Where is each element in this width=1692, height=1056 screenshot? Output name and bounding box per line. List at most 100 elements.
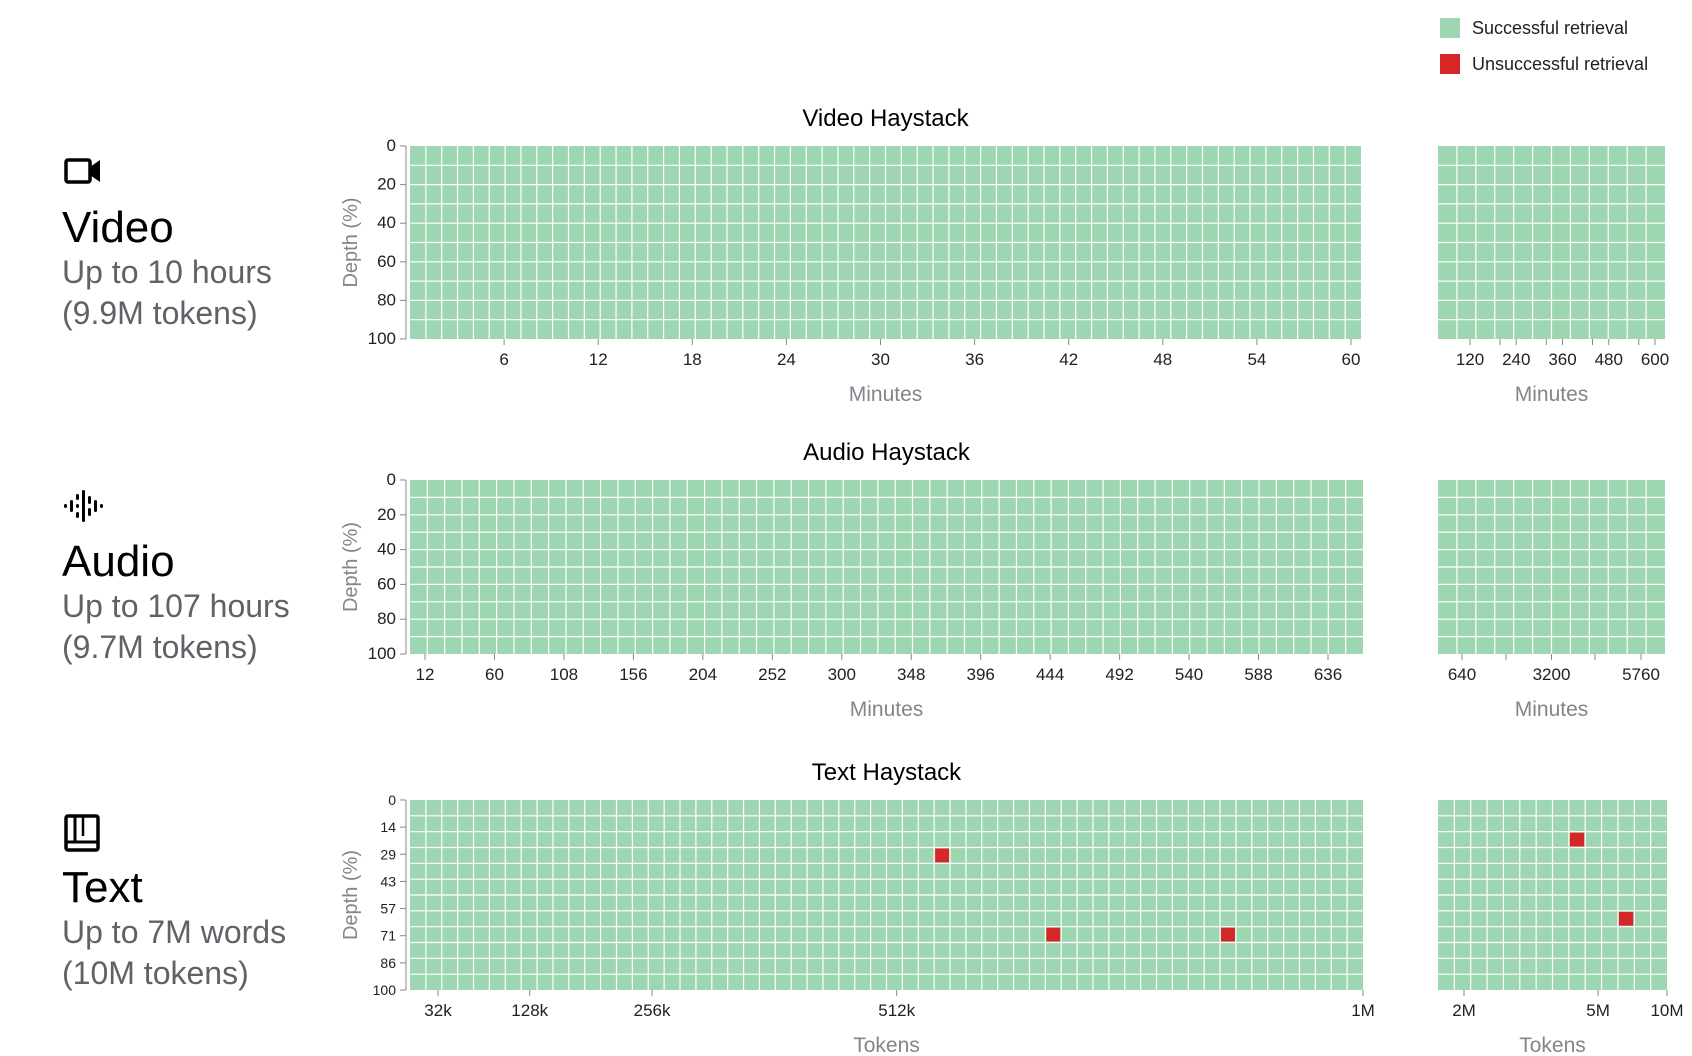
failure-cell	[1618, 911, 1634, 926]
x-axis-label: Minutes	[1515, 383, 1589, 406]
y-tick-label: 20	[377, 505, 396, 524]
x-tick-label: 42	[1059, 350, 1078, 369]
x-axis-label: Minutes	[849, 383, 923, 406]
video-row-info: Video Up to 10 hours (9.9M tokens)	[62, 152, 272, 334]
x-tick-label: 5M	[1586, 1001, 1610, 1020]
x-tick-label: 1M	[1351, 1001, 1375, 1020]
row-description: Up to 107 hours	[62, 588, 290, 624]
x-tick-label: 60	[1342, 350, 1361, 369]
y-tick-label: 43	[380, 873, 396, 889]
y-tick-label: 60	[377, 252, 396, 271]
legend-label-fail: Unsuccessful retrieval	[1472, 53, 1649, 74]
x-axis-label: Tokens	[853, 1034, 920, 1056]
y-tick-label: 80	[377, 609, 396, 628]
x-tick-label: 5760	[1622, 665, 1660, 684]
x-tick-label: 24	[777, 350, 796, 369]
heatmap-panel: Text Haystack 0 14 29 43 57 71 86 100 Depth (%) 32…	[340, 759, 1375, 1056]
failure-cell	[1046, 927, 1061, 942]
x-tick-label: 636	[1314, 665, 1342, 684]
row-description: Up to 10 hours	[62, 254, 272, 290]
x-tick-label: 256k	[634, 1001, 671, 1020]
x-tick-label: 640	[1448, 665, 1476, 684]
row-name: Audio	[62, 537, 175, 586]
x-axis-label: Tokens	[1519, 1034, 1586, 1056]
x-tick-label: 480	[1595, 350, 1623, 369]
x-tick-label: 54	[1247, 350, 1266, 369]
y-tick-label: 100	[368, 329, 396, 348]
x-tick-label: 396	[967, 665, 995, 684]
y-axis-label: Depth (%)	[340, 850, 362, 940]
y-tick-label: 60	[377, 574, 396, 593]
x-tick-label: 30	[871, 350, 890, 369]
y-tick-label: 0	[387, 470, 396, 489]
legend-label-success: Successful retrieval	[1472, 17, 1629, 38]
fail-swatch	[1440, 54, 1460, 74]
success-swatch	[1440, 18, 1460, 38]
audio-waveform-icon	[64, 490, 103, 522]
x-tick-label: 120	[1456, 350, 1484, 369]
heatmap-panel: Video Haystack 0 20 40 60 80 100 Depth (%) 6 12 18…	[340, 105, 1361, 406]
x-tick-label: 32k	[424, 1001, 452, 1020]
y-axis-label: Depth (%)	[340, 197, 362, 287]
y-tick-label: 57	[380, 901, 396, 917]
heatmap-panel: Audio Haystack 0 20 40 60 80 100 Depth (%) 12 60 1…	[340, 439, 1363, 721]
x-tick-label: 108	[550, 665, 578, 684]
x-axis-label: Minutes	[1515, 698, 1589, 721]
chart-title: Text Haystack	[812, 759, 962, 786]
x-tick-label: 300	[828, 665, 856, 684]
x-tick-label: 60	[485, 665, 504, 684]
heatmap-panel: 640 3200 5760 Minutes	[1438, 480, 1665, 721]
heatmap-panel: 2M 5M 10M Tokens	[1438, 800, 1684, 1056]
y-tick-label: 29	[380, 846, 396, 862]
y-tick-label: 40	[377, 213, 396, 232]
text-row-info: Text Up to 7M words (10M tokens)	[62, 812, 286, 994]
row-name: Video	[62, 203, 174, 252]
y-tick-label: 0	[387, 136, 396, 155]
x-tick-label: 12	[589, 350, 608, 369]
y-tick-label: 40	[377, 540, 396, 559]
x-tick-label: 512k	[878, 1001, 915, 1020]
x-tick-label: 3200	[1533, 665, 1571, 684]
x-tick-label: 348	[897, 665, 925, 684]
y-tick-label: 100	[373, 982, 397, 998]
y-tick-label: 0	[388, 792, 396, 808]
x-tick-label: 492	[1105, 665, 1133, 684]
x-tick-label: 240	[1502, 350, 1530, 369]
y-tick-label: 20	[377, 175, 396, 194]
x-axis-label: Minutes	[850, 698, 924, 721]
chart-title: Audio Haystack	[803, 439, 971, 466]
x-tick-label: 540	[1175, 665, 1203, 684]
x-tick-label: 360	[1548, 350, 1576, 369]
y-axis-label: Depth (%)	[340, 522, 362, 612]
x-tick-label: 156	[619, 665, 647, 684]
x-tick-label: 204	[689, 665, 717, 684]
y-tick-label: 14	[380, 819, 396, 835]
y-tick-label: 80	[377, 290, 396, 309]
x-tick-label: 2M	[1452, 1001, 1476, 1020]
x-tick-label: 600	[1641, 350, 1669, 369]
x-tick-label: 18	[683, 350, 702, 369]
failure-cell	[935, 848, 950, 863]
chart-title: Video Haystack	[802, 105, 969, 132]
failure-cell	[1221, 927, 1235, 942]
y-tick-label: 71	[380, 928, 396, 944]
x-tick-label: 252	[758, 665, 786, 684]
legend-item-success: Successful retrieval	[1440, 10, 1648, 46]
row-token-count: (9.7M tokens)	[62, 629, 258, 665]
video-camera-icon	[64, 158, 100, 184]
legend-item-fail: Unsuccessful retrieval	[1440, 46, 1648, 82]
x-tick-label: 10M	[1650, 1001, 1683, 1020]
x-tick-label: 48	[1153, 350, 1172, 369]
audio-row-info: Audio Up to 107 hours (9.7M tokens)	[62, 486, 290, 668]
book-icon	[64, 814, 100, 852]
heatmap-panel: 120 240 360 480 600 Minutes	[1438, 146, 1669, 406]
x-tick-label: 128k	[511, 1001, 548, 1020]
row-name: Text	[62, 863, 143, 912]
x-tick-label: 444	[1036, 665, 1064, 684]
x-tick-label: 12	[416, 665, 435, 684]
row-token-count: (9.9M tokens)	[62, 295, 258, 331]
legend: Successful retrieval Unsuccessful retrie…	[1440, 10, 1648, 82]
y-tick-label: 86	[380, 955, 396, 971]
